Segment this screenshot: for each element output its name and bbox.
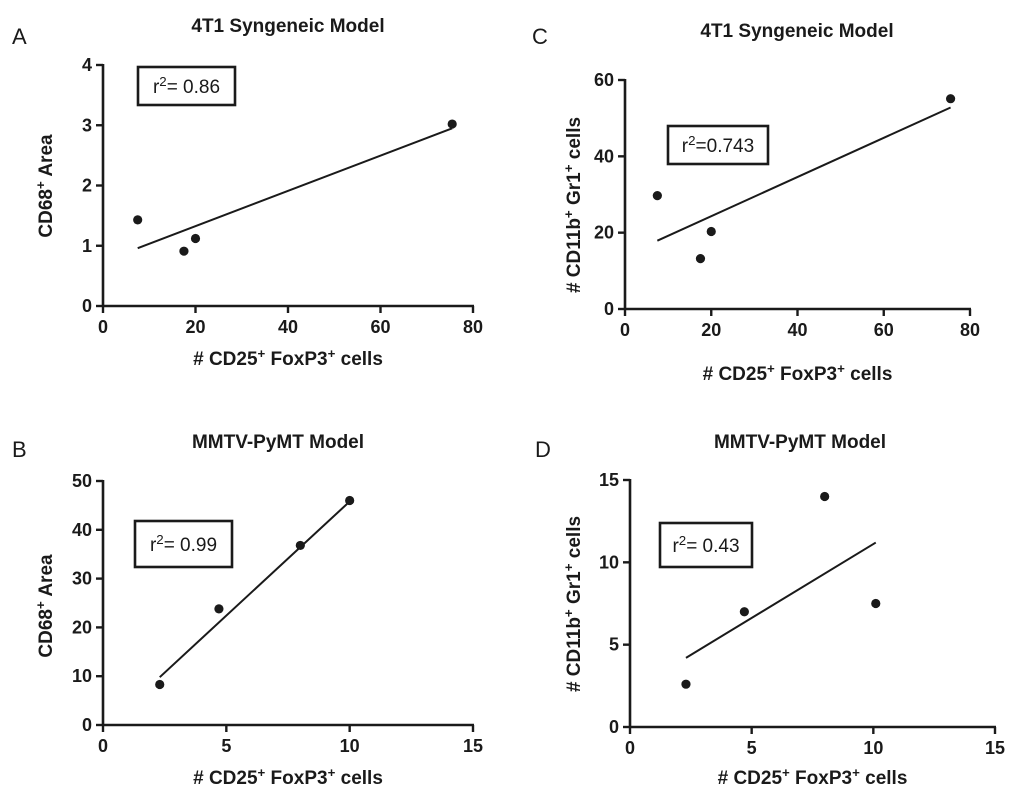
r-squared-label: r2=0.743 (682, 133, 754, 158)
data-point (820, 491, 830, 502)
chart-title: MMTV-PyMT Model (714, 432, 886, 453)
regression-line (159, 500, 351, 678)
y-tick-label: 10 (599, 552, 619, 572)
x-tick-label: 40 (278, 317, 298, 337)
data-point (190, 233, 201, 244)
x-tick-label: 15 (463, 736, 483, 756)
x-tick-label: 20 (185, 317, 205, 337)
y-tick-label: 40 (594, 146, 614, 166)
data-point (345, 495, 355, 506)
x-tick-label: 60 (874, 320, 894, 340)
data-point (179, 246, 189, 256)
x-tick-label: 20 (701, 320, 721, 340)
y-tick-label: 4 (82, 55, 92, 75)
data-point (447, 119, 457, 129)
panel-d: D MMTV-PyMT Model 0 5 10 15 0 5 10 15 # CD25+ FoxP… (535, 432, 1005, 789)
y-tick-label: 2 (82, 176, 92, 196)
r-squared-box (666, 124, 770, 166)
data-point (695, 254, 706, 264)
y-tick-label: 0 (609, 717, 619, 737)
y-tick-label: 60 (594, 70, 614, 90)
panel-letter: C (532, 24, 548, 49)
x-tick-label: 5 (221, 736, 231, 756)
r-squared-label: r2= 0.43 (672, 533, 739, 558)
x-tick-label: 0 (98, 736, 108, 756)
y-tick-label: 0 (82, 715, 92, 735)
r-squared-box (136, 65, 237, 107)
y-tick-label: 40 (72, 520, 92, 540)
y-axis-label: CD68+ Area (33, 554, 58, 658)
chart-title: 4T1 Syngeneic Model (191, 16, 384, 37)
y-axis-label: CD68+ Area (33, 134, 58, 238)
regression-line (656, 106, 952, 242)
y-tick-label: 0 (604, 299, 614, 319)
panel-c: C 4T1 Syngeneic Model 0 20 40 60 0 20 40 60 80 # CD… (532, 21, 980, 385)
x-axis-label: # CD25+ FoxP3+ cells (193, 346, 383, 371)
data-point (871, 598, 881, 609)
data-point (295, 540, 305, 551)
regression-line (685, 541, 877, 659)
panel-letter: A (12, 24, 27, 49)
x-tick-label: 5 (747, 738, 757, 758)
y-tick-label: 30 (72, 569, 92, 589)
x-tick-label: 0 (620, 320, 630, 340)
x-tick-label: 0 (98, 317, 108, 337)
x-tick-label: 60 (370, 317, 390, 337)
chart-title: 4T1 Syngeneic Model (700, 21, 893, 42)
y-tick-label: 15 (599, 470, 619, 490)
x-tick-label: 0 (625, 738, 635, 758)
data-point (652, 191, 662, 201)
y-tick-label: 1 (82, 236, 92, 256)
x-axis-label: # CD25+ FoxP3+ cells (193, 765, 383, 790)
chart-title: MMTV-PyMT Model (192, 432, 364, 453)
panel-letter: B (12, 437, 27, 462)
panel-b: B MMTV-PyMT Model 0 10 20 30 40 50 0 5 10 15 # CD25+… (12, 432, 483, 789)
regression-line (137, 127, 453, 250)
data-point (706, 226, 716, 237)
y-axis-label: # CD11b+ Gr1+ cells (561, 117, 586, 293)
x-tick-label: 10 (863, 738, 883, 758)
data-point (133, 215, 143, 225)
panel-letter: D (535, 437, 551, 462)
y-tick-label: 20 (72, 617, 92, 637)
x-tick-label: 15 (985, 738, 1005, 758)
y-tick-label: 5 (609, 635, 619, 655)
y-tick-label: 50 (72, 471, 92, 491)
data-point (739, 607, 749, 617)
x-tick-label: 80 (960, 320, 980, 340)
r-squared-box (133, 519, 234, 569)
x-tick-label: 10 (340, 736, 360, 756)
x-axis-label: # CD25+ FoxP3+ cells (703, 361, 893, 386)
data-point (681, 679, 691, 689)
data-point (214, 604, 224, 614)
x-tick-label: 80 (463, 317, 483, 337)
r-squared-label: r2= 0.86 (153, 74, 220, 99)
y-tick-label: 0 (82, 296, 92, 316)
x-tick-label: 40 (787, 320, 807, 340)
data-point (155, 679, 165, 690)
y-tick-label: 10 (72, 666, 92, 686)
y-tick-label: 20 (594, 223, 614, 243)
y-axis-label: # CD11b+ Gr1+ cells (561, 516, 586, 692)
r-squared-label: r2= 0.99 (150, 532, 217, 557)
y-tick-label: 3 (82, 115, 92, 135)
x-axis-label: # CD25+ FoxP3+ cells (718, 765, 908, 790)
r-squared-box (658, 521, 754, 569)
data-point (945, 94, 956, 104)
